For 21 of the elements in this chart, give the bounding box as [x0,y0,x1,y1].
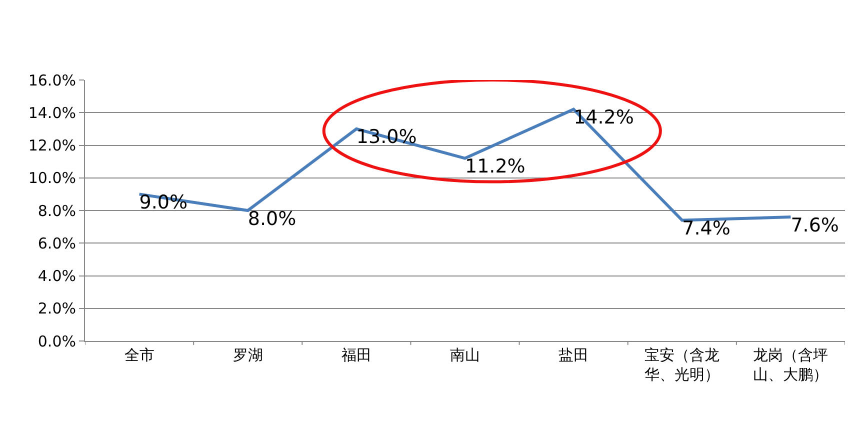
x-tick-label: 龙岗（含坪山、大鹏） [753,346,828,384]
y-tick-label: 8.0% [38,202,76,220]
y-tick-label: 4.0% [38,267,76,285]
x-tick-label: 宝安（含龙华、光明） [644,346,720,384]
y-tick-label: 14.0% [28,104,76,122]
x-tick-label: 全市 [124,346,154,364]
data-label: 9.0% [139,191,188,214]
y-tick-label: 10.0% [28,169,76,188]
data-label: 11.2% [465,156,526,178]
x-tick-label: 罗湖 [232,346,263,364]
data-label: 8.0% [248,208,296,230]
y-tick-label: 16.0% [28,71,76,90]
x-tick-label: 南山 [450,346,480,364]
data-label: 7.4% [682,218,730,240]
y-tick-label: 0.0% [38,332,76,350]
y-tick-label: 12.0% [28,136,76,154]
x-tick-label: 福田 [341,346,372,364]
y-tick-label: 6.0% [38,234,76,252]
x-tick-label: 盐田 [558,346,589,364]
data-label: 7.6% [790,214,839,236]
y-tick-label: 2.0% [38,300,76,318]
